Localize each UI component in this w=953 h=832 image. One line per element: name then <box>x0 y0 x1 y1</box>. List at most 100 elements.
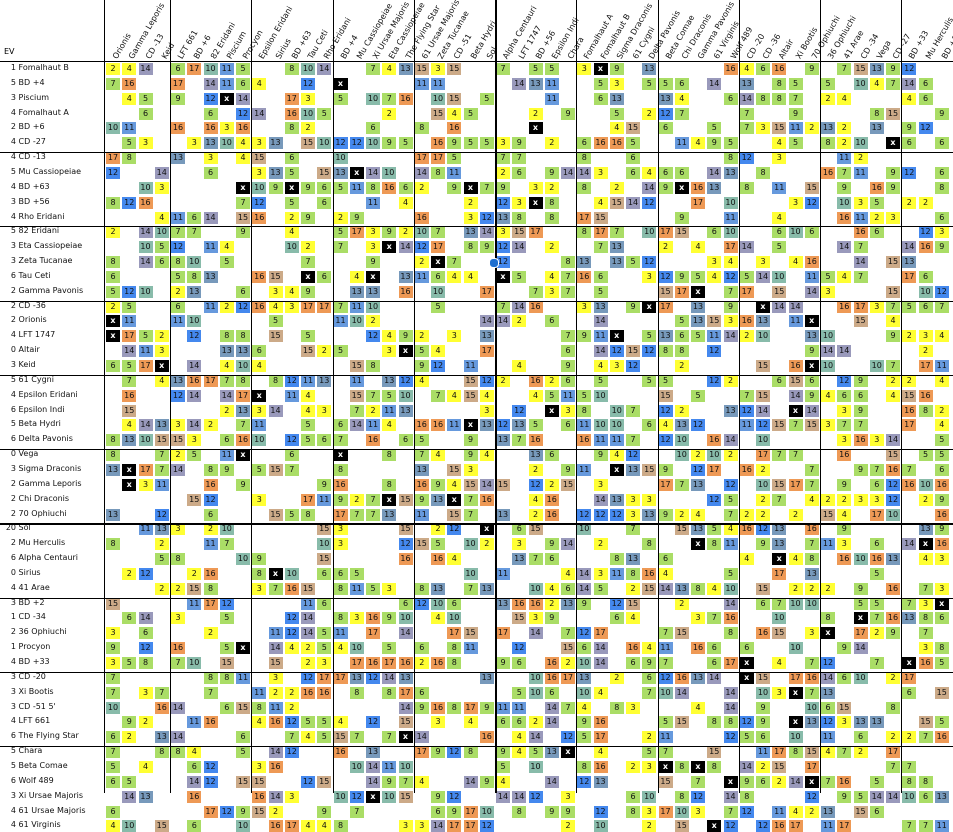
matrix-cell: 12 <box>691 791 705 803</box>
matrix-cell: 6 <box>496 716 510 728</box>
matrix-cell: 6 <box>106 776 120 788</box>
matrix-cell: 14 <box>366 167 380 179</box>
matrix-cell: 16 <box>317 687 331 699</box>
matrix-cell: 13 <box>935 791 949 803</box>
matrix-cell: 4 <box>447 479 461 491</box>
matrix-cell: 7 <box>740 108 754 120</box>
mouse-cursor-dot <box>489 258 499 268</box>
matrix-cell: 17 <box>431 152 445 164</box>
matrix-cell: 2 <box>902 330 916 342</box>
matrix-cell: x <box>106 330 120 342</box>
matrix-cell: 10 <box>837 197 851 209</box>
matrix-cell: 8 <box>789 746 803 758</box>
matrix-cell: 15 <box>431 108 445 120</box>
matrix-cell: 13 <box>756 315 770 327</box>
matrix-cell: 15 <box>447 464 461 476</box>
matrix-cell: 10 <box>886 509 900 521</box>
matrix-cell: 2 <box>642 731 656 743</box>
matrix-cell: 4 <box>447 390 461 402</box>
matrix-cell: 12 <box>935 286 949 298</box>
matrix-cell: 17 <box>415 746 429 758</box>
matrix-cell: x <box>724 776 738 788</box>
matrix-cell: 13 <box>691 315 705 327</box>
matrix-cell: 14 <box>854 642 868 654</box>
matrix-cell: 7 <box>821 776 835 788</box>
matrix-cell: 5 <box>334 226 348 238</box>
matrix-cell: 5 <box>854 598 868 610</box>
row-header: 3 Eta Cassiopeiae <box>4 240 82 252</box>
matrix-cell: 14 <box>269 642 283 654</box>
row-group-divider <box>0 301 953 302</box>
matrix-cell: 8 <box>220 672 234 684</box>
row-star-name: BD +63 <box>16 182 50 191</box>
matrix-cell: 16 <box>642 568 656 580</box>
matrix-cell: 17 <box>789 820 803 832</box>
matrix-cell: 9 <box>561 360 575 372</box>
matrix-cell: 3 <box>772 152 786 164</box>
matrix-cell: 7 <box>902 820 916 832</box>
matrix-cell: 16 <box>122 390 136 402</box>
matrix-cell: 10 <box>350 761 364 773</box>
matrix-cell: 15 <box>659 286 673 298</box>
matrix-cell: 12 <box>529 479 543 491</box>
matrix-cell: 8 <box>902 776 916 788</box>
matrix-cell: 12 <box>577 509 591 521</box>
matrix-cell: 13 <box>480 583 494 595</box>
matrix-cell: 6 <box>171 301 185 313</box>
matrix-cell: 17 <box>870 509 884 521</box>
row-header: 3 Sigma Draconis <box>4 463 81 475</box>
matrix-cell: 13 <box>106 509 120 521</box>
matrix-cell: 16 <box>187 375 201 387</box>
matrix-cell: 13 <box>431 583 445 595</box>
matrix-cell: 7 <box>772 449 786 461</box>
matrix-cell: 2 <box>545 479 559 491</box>
matrix-cell: 12 <box>837 375 851 387</box>
matrix-cell: 6 <box>399 434 413 446</box>
matrix-cell: 12 <box>285 716 299 728</box>
row-ev-value: 6 <box>4 552 16 564</box>
matrix-cell: 6 <box>854 731 868 743</box>
matrix-cell: 6 <box>285 152 299 164</box>
matrix-cell: 3 <box>805 627 819 639</box>
matrix-cell: 4 <box>772 212 786 224</box>
matrix-cell: 15 <box>772 286 786 298</box>
matrix-cell: 10 <box>756 479 770 491</box>
matrix-cell: 14 <box>545 702 559 714</box>
matrix-cell: 15 <box>252 776 266 788</box>
matrix-cell: 6 <box>317 197 331 209</box>
matrix-cell: 16 <box>269 820 283 832</box>
matrix-cell: 3 <box>317 657 331 669</box>
matrix-cell: 5 <box>122 301 136 313</box>
matrix-cell: 9 <box>577 330 591 342</box>
matrix-cell: 3 <box>837 434 851 446</box>
matrix-cell: 4 <box>837 93 851 105</box>
row-ev-value: 5 <box>4 166 16 178</box>
row-ev-value: 4 <box>4 819 16 831</box>
matrix-cell: 15 <box>837 702 851 714</box>
matrix-cell: 8 <box>577 152 591 164</box>
matrix-cell: 2 <box>155 330 169 342</box>
matrix-cell: 4 <box>919 553 933 565</box>
matrix-cell: 16 <box>772 820 786 832</box>
matrix-cell: 14 <box>886 434 900 446</box>
matrix-cell: 12 <box>902 63 916 75</box>
matrix-cell: 12 <box>707 494 721 506</box>
matrix-cell: 8 <box>919 405 933 417</box>
matrix-cell: 14 <box>626 197 640 209</box>
matrix-cell: 15 <box>236 702 250 714</box>
matrix-cell: 6 <box>626 167 640 179</box>
matrix-cell: 9 <box>545 806 559 818</box>
matrix-cell: 2 <box>350 494 364 506</box>
matrix-cell: 16 <box>805 256 819 268</box>
matrix-cell: 5 <box>740 731 754 743</box>
matrix-cell: 2 <box>106 63 120 75</box>
matrix-cell: 3 <box>106 657 120 669</box>
matrix-cell: 7 <box>171 657 185 669</box>
matrix-cell: 14 <box>789 390 803 402</box>
matrix-cell: 3 <box>269 672 283 684</box>
matrix-cell: 5 <box>935 657 949 669</box>
row-ev-value: 4 <box>4 181 16 193</box>
matrix-cell: 11 <box>122 122 136 134</box>
matrix-cell: 17 <box>854 627 868 639</box>
matrix-cell: 14 <box>139 226 153 238</box>
